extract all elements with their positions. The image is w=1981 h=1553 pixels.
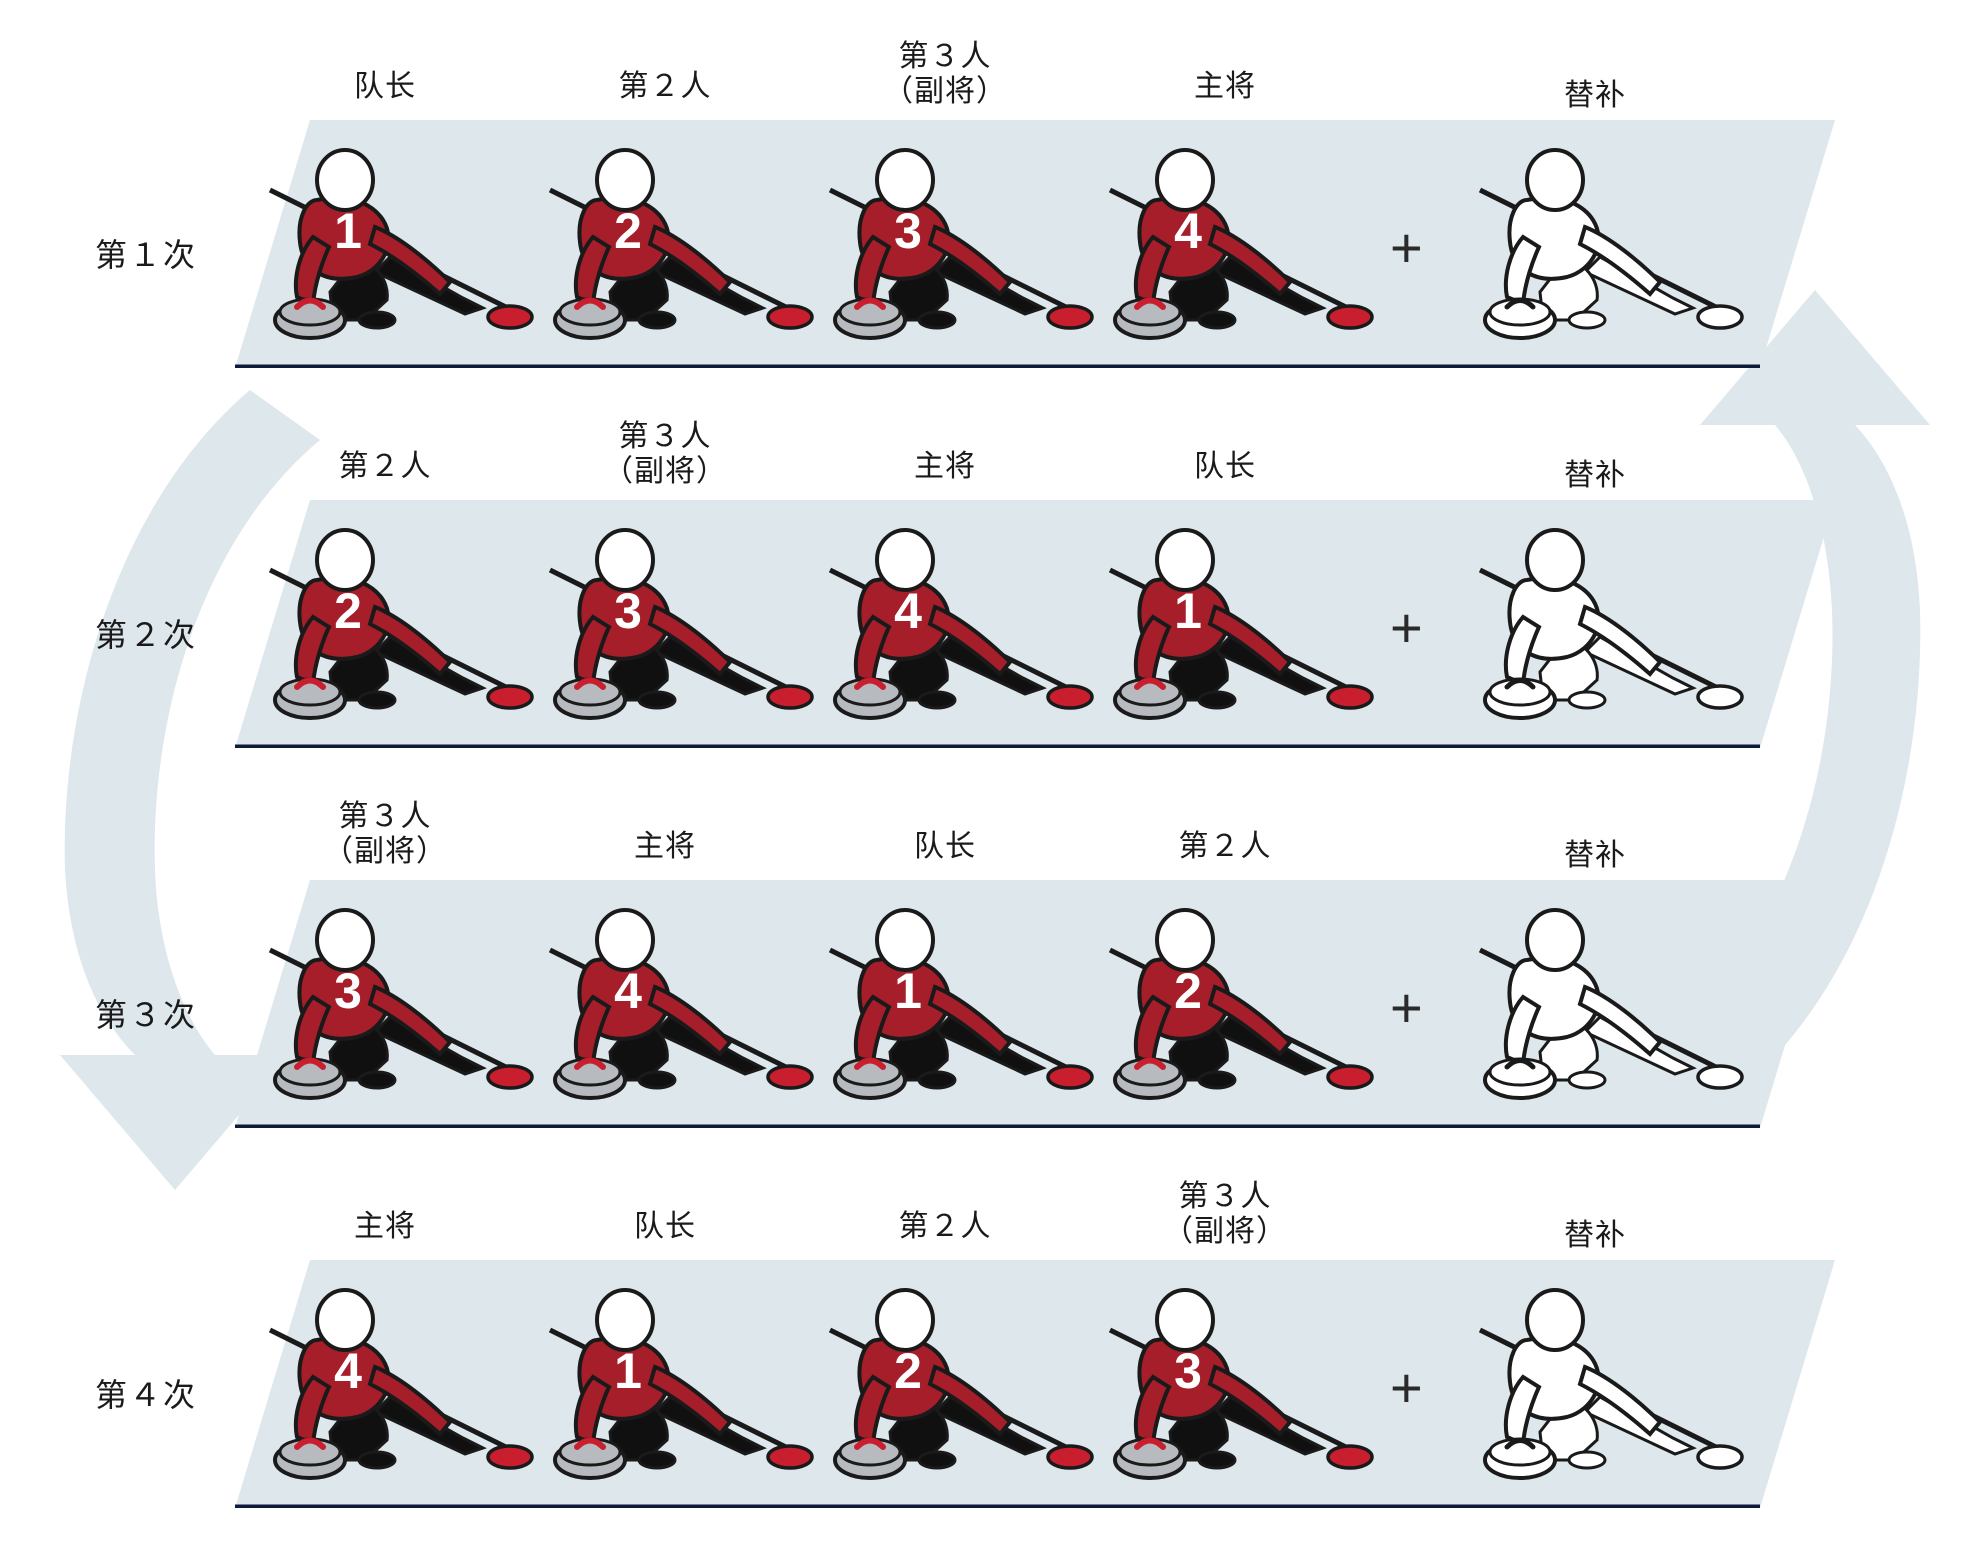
substitute-label: 替补 [1465, 830, 1725, 874]
substitute-label: 替补 [1465, 70, 1725, 114]
rotation-row: 第１次队长1第２人2第３人 （副将）3主将4+替补 [0, 80, 1981, 380]
curler-outline-icon [1465, 1282, 1745, 1482]
position-label: 第２人 [255, 450, 515, 485]
curler-icon [815, 902, 1095, 1102]
curler-icon [255, 902, 535, 1102]
position-label: 主将 [815, 450, 1075, 485]
position-label: 第３人 （副将） [815, 40, 1075, 109]
curler-icon [1095, 1282, 1375, 1482]
position-label: 主将 [535, 830, 795, 865]
curler-icon [1095, 902, 1375, 1102]
ice-sheet: 第３人 （副将）3主将4队长1第２人2+替补 [235, 880, 1835, 1128]
position-label: 队长 [535, 1210, 795, 1245]
curler-icon [1095, 522, 1375, 722]
jersey-number: 1 [883, 962, 933, 1020]
jersey-number: 1 [603, 1342, 653, 1400]
position-label: 队长 [815, 830, 1075, 865]
position-label: 第３人 （副将） [255, 800, 515, 869]
curler-icon [815, 522, 1095, 722]
jersey-number: 2 [323, 582, 373, 640]
ice-sheet: 主将4队长1第２人2第３人 （副将）3+替补 [235, 1260, 1835, 1508]
curler-outline-icon [1465, 142, 1745, 342]
ice-sheet: 第２人2第３人 （副将）3主将4队长1+替补 [235, 500, 1835, 748]
position-label: 主将 [255, 1210, 515, 1245]
jersey-number: 3 [1163, 1342, 1213, 1400]
jersey-number: 4 [883, 582, 933, 640]
jersey-number: 4 [603, 962, 653, 1020]
plus-icon: + [1390, 975, 1423, 1040]
row-label: 第３次 [95, 990, 197, 1036]
jersey-number: 2 [1163, 962, 1213, 1020]
curler-icon [1095, 142, 1375, 342]
curler-icon [535, 142, 815, 342]
jersey-number: 2 [883, 1342, 933, 1400]
jersey-number: 2 [603, 202, 653, 260]
jersey-number: 1 [323, 202, 373, 260]
position-label: 第２人 [535, 70, 795, 105]
row-label: 第２次 [95, 610, 197, 656]
ice-sheet: 队长1第２人2第３人 （副将）3主将4+替补 [235, 120, 1835, 368]
plus-icon: + [1390, 595, 1423, 660]
rotation-row: 第２次第２人2第３人 （副将）3主将4队长1+替补 [0, 460, 1981, 760]
position-label: 第３人 （副将） [1095, 1180, 1355, 1249]
curler-icon [815, 1282, 1095, 1482]
substitute-label: 替补 [1465, 450, 1725, 494]
curler-icon [255, 142, 535, 342]
jersey-number: 1 [1163, 582, 1213, 640]
jersey-number: 3 [883, 202, 933, 260]
plus-icon: + [1390, 215, 1423, 280]
curler-icon [535, 522, 815, 722]
curler-icon [255, 1282, 535, 1482]
rotation-row: 第３次第３人 （副将）3主将4队长1第２人2+替补 [0, 840, 1981, 1140]
position-label: 第３人 （副将） [535, 420, 795, 489]
jersey-number: 3 [603, 582, 653, 640]
curler-icon [255, 522, 535, 722]
curler-icon [535, 902, 815, 1102]
jersey-number: 3 [323, 962, 373, 1020]
row-label: 第１次 [95, 230, 197, 276]
curler-outline-icon [1465, 902, 1745, 1102]
position-label: 队长 [1095, 450, 1355, 485]
position-label: 第２人 [815, 1210, 1075, 1245]
curler-icon [815, 142, 1095, 342]
jersey-number: 4 [323, 1342, 373, 1400]
rotation-row: 第４次主将4队长1第２人2第３人 （副将）3+替补 [0, 1220, 1981, 1520]
diagram-canvas: 第１次队长1第２人2第３人 （副将）3主将4+替补第２次第２人2第３人 （副将）… [0, 0, 1981, 1553]
position-label: 第２人 [1095, 830, 1355, 865]
jersey-number: 4 [1163, 202, 1213, 260]
curler-icon [535, 1282, 815, 1482]
plus-icon: + [1390, 1355, 1423, 1420]
curler-outline-icon [1465, 522, 1745, 722]
position-label: 队长 [255, 70, 515, 105]
position-label: 主将 [1095, 70, 1355, 105]
row-label: 第４次 [95, 1370, 197, 1416]
substitute-label: 替补 [1465, 1210, 1725, 1254]
